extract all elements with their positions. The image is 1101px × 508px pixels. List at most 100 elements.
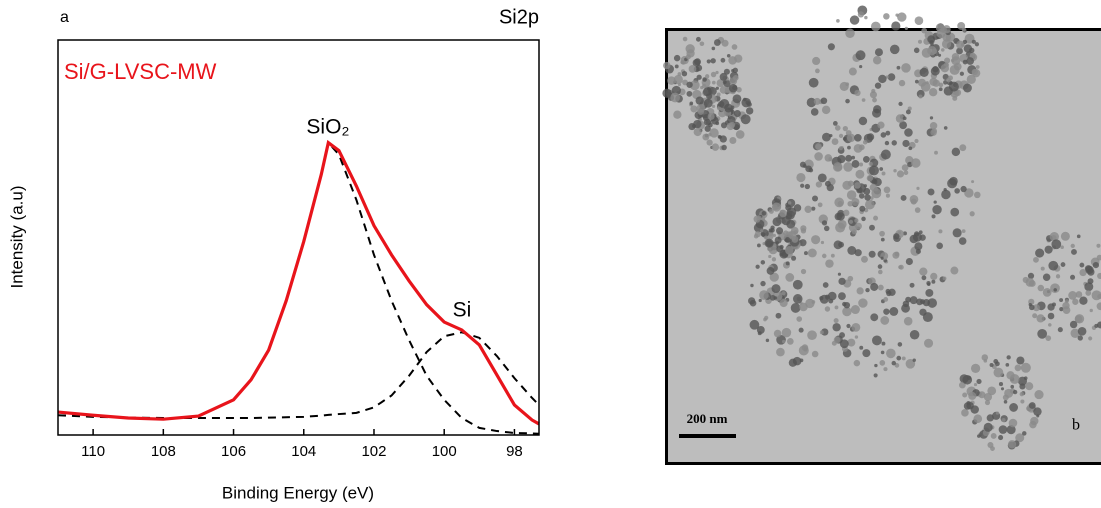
particle (831, 138, 839, 145)
particle (726, 122, 735, 131)
particle (1075, 291, 1083, 298)
particle (786, 338, 794, 345)
particle (1096, 243, 1101, 248)
particle (851, 160, 860, 168)
particle (969, 211, 975, 217)
particle (850, 305, 860, 315)
particle (918, 230, 923, 235)
particle (894, 363, 900, 368)
particle (900, 194, 907, 201)
particle (857, 11, 865, 18)
particle (962, 59, 968, 65)
particle (981, 354, 989, 361)
chart-title: Si2p (499, 6, 539, 28)
particle (793, 204, 802, 212)
particle (854, 218, 859, 223)
particle (726, 54, 731, 58)
particle (903, 170, 909, 176)
particle (843, 301, 851, 309)
particle (1014, 364, 1022, 372)
particle (704, 125, 711, 132)
particle (813, 97, 821, 105)
particle (893, 233, 900, 240)
particle (689, 101, 694, 106)
particle (883, 13, 890, 20)
particle (803, 347, 808, 352)
particle (905, 257, 913, 266)
particle (779, 209, 788, 218)
particle (711, 80, 716, 85)
particle (879, 230, 885, 237)
particle (837, 201, 843, 207)
particle (824, 306, 831, 312)
particle (959, 144, 967, 152)
particle (682, 79, 688, 86)
particle (770, 227, 775, 233)
particle (938, 82, 944, 88)
particle (870, 282, 879, 291)
particle (963, 44, 973, 53)
particle (799, 161, 806, 168)
particle (895, 114, 905, 123)
particle (922, 312, 933, 323)
particle (864, 194, 871, 201)
particle (822, 132, 831, 142)
particle (716, 92, 721, 97)
particle (866, 174, 874, 182)
particle (754, 231, 761, 238)
particle (902, 300, 910, 308)
particle (1047, 303, 1055, 311)
particle (881, 341, 886, 346)
particle (888, 288, 896, 296)
particle (854, 335, 859, 339)
particle (1088, 336, 1093, 341)
particle (1036, 414, 1040, 418)
particle (978, 391, 986, 399)
particle (1016, 356, 1025, 365)
particle (768, 208, 774, 214)
particle (903, 316, 913, 326)
plot-frame (57, 39, 540, 436)
particle (861, 98, 866, 102)
particle (702, 133, 710, 141)
particle (893, 168, 897, 173)
particle (904, 26, 908, 30)
particle (715, 86, 719, 90)
particle (815, 181, 823, 188)
particle (859, 205, 866, 212)
particle (697, 108, 704, 115)
particle (1059, 298, 1064, 303)
particle (909, 194, 919, 204)
particle (1008, 418, 1018, 428)
particle (891, 21, 901, 31)
panel-label: b (1072, 417, 1080, 434)
particle (832, 121, 838, 126)
particle (870, 21, 881, 32)
particle (869, 91, 877, 99)
particle (814, 152, 823, 161)
particle (686, 81, 693, 88)
particle (883, 186, 891, 194)
particle (1033, 407, 1042, 416)
particle (715, 121, 720, 126)
particle (905, 359, 916, 369)
line-series (57, 331, 540, 420)
particle (711, 104, 716, 109)
particle (764, 235, 768, 240)
particle (854, 89, 861, 97)
particle (830, 253, 835, 258)
particle (1012, 389, 1018, 395)
particle (941, 189, 951, 200)
particle (869, 165, 879, 176)
particle (1042, 273, 1051, 281)
particle (817, 173, 827, 183)
particle (1051, 239, 1062, 250)
particle (993, 367, 1004, 378)
particle (854, 182, 861, 189)
particle (821, 220, 828, 226)
panel-label: a (60, 9, 69, 26)
particle (930, 272, 938, 281)
particle (951, 147, 961, 157)
legend-entry: Si/G-LVSC-MW (64, 59, 217, 84)
particle (1019, 391, 1025, 397)
